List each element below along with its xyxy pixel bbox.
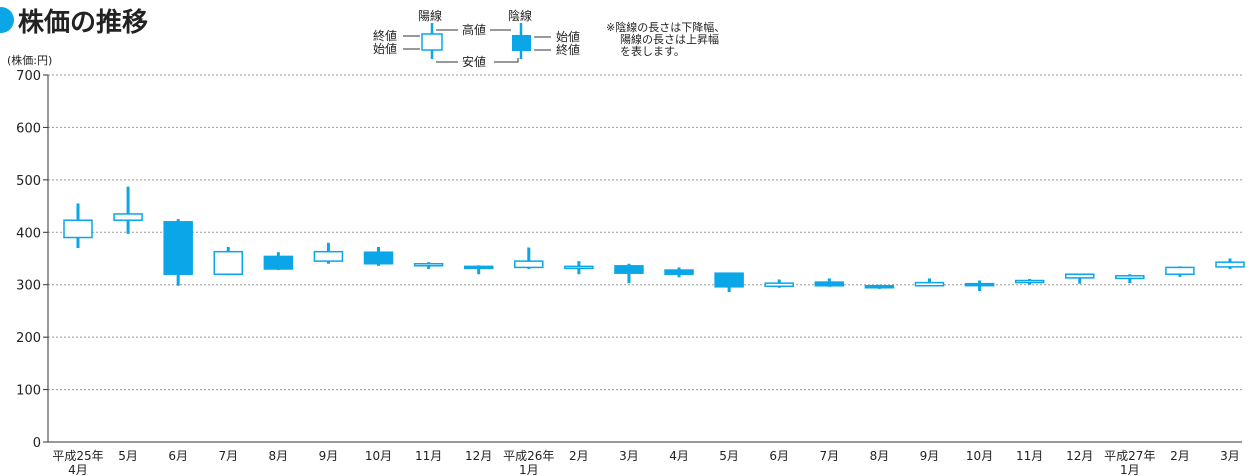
- legend-yin-close-label: 終値: [556, 42, 580, 57]
- chart-legend: 陽線 終値 始値 高値 安値 陰線 始値 終値: [373, 8, 580, 69]
- legend-note-line-2: 陽線の長さは上昇幅: [620, 33, 719, 46]
- candle-body-0: [63, 219, 93, 239]
- x-tick-label-19: 11月: [1016, 449, 1043, 463]
- x-tick-label-4: 8月: [269, 449, 289, 463]
- x-tick-label-13: 5月: [719, 449, 739, 463]
- x-tick-label-14: 6月: [769, 449, 789, 463]
- candle-body-4: [263, 255, 294, 270]
- y-tick-label-500: 500: [16, 174, 41, 189]
- y-tick-label-300: 300: [16, 279, 41, 294]
- x-tick-label-23: 3月: [1220, 449, 1240, 463]
- y-tick-label-0: 0: [33, 436, 41, 451]
- legend-note-line-3: を表します。: [620, 45, 685, 58]
- candle-body-1: [113, 213, 143, 221]
- x-tick-label-11: 3月: [619, 449, 639, 463]
- page-title: 株価の推移: [18, 8, 149, 38]
- x-tick-label-5: 9月: [319, 449, 339, 463]
- candle-body-11: [614, 265, 644, 274]
- candle-body-7: [413, 262, 444, 267]
- candle-body-8: [463, 265, 494, 270]
- x-tick-label-7: 11月: [415, 449, 442, 463]
- legend-yin-open-label: 始値: [556, 29, 580, 44]
- x-tick-label-17: 9月: [920, 449, 940, 463]
- y-axis: 0 100 200 300 400 500 600 700: [16, 69, 49, 451]
- candle-body-22: [1165, 266, 1195, 275]
- y-tick-label-200: 200: [16, 331, 41, 346]
- x-tick-label-2: 6月: [168, 449, 188, 463]
- candles: [63, 186, 1245, 293]
- candle-body-12: [664, 269, 694, 275]
- y-tick-label-600: 600: [16, 121, 41, 136]
- candle-body-14: [764, 282, 794, 288]
- legend-low-label: 安値: [462, 54, 486, 69]
- x-tick-label-18: 10月: [966, 449, 993, 463]
- candle-body-10: [564, 265, 594, 270]
- x-tick-label-6: 10月: [365, 449, 392, 463]
- y-tick-label-700: 700: [16, 69, 41, 84]
- legend-yin-label: 陰線: [508, 8, 532, 23]
- candle-body-6: [363, 251, 394, 265]
- x-tick-label-8: 12月: [465, 449, 492, 463]
- candle-body-20: [1064, 273, 1095, 279]
- legend-note: ※陰線の長さは下降幅、 陽線の長さは上昇幅 を表します。: [606, 22, 725, 58]
- x-tick-label-22: 2月: [1170, 449, 1190, 463]
- candle-body-19: [1014, 279, 1045, 284]
- title-bullet-icon: [0, 7, 14, 33]
- x-tick-label-1: 5月: [118, 449, 138, 463]
- x-tick-label-0-line2: 4月: [68, 463, 88, 476]
- legend-note-line-1: ※陰線の長さは下降幅、: [606, 21, 726, 34]
- legend-low-line-right: [494, 58, 519, 63]
- y-tick-label-100: 100: [16, 384, 41, 399]
- y-axis-unit-label: (株価:円): [7, 54, 53, 67]
- x-tick-label-9-line2: 1月: [519, 463, 539, 476]
- y-tick-label-400: 400: [16, 226, 41, 241]
- candle-body-16: [864, 285, 895, 289]
- legend-close-label: 終値: [373, 28, 397, 43]
- candle-body-5: [313, 250, 344, 262]
- x-tick-label-3: 7月: [218, 449, 238, 463]
- candle-body-15: [814, 281, 845, 287]
- legend-yang-body: [421, 33, 443, 51]
- candle-body-9: [514, 260, 544, 269]
- candle-body-18: [964, 282, 995, 287]
- candle-body-23: [1215, 261, 1245, 268]
- x-tick-label-0: 平成25年: [52, 449, 103, 463]
- x-tick-label-16: 8月: [870, 449, 890, 463]
- chart-grid: [48, 74, 1242, 391]
- legend-high-label: 高値: [462, 22, 486, 37]
- x-tick-label-20: 12月: [1066, 449, 1093, 463]
- legend-open-label: 始値: [373, 41, 397, 56]
- x-tick-label-12: 4月: [669, 449, 689, 463]
- candle-body-21: [1115, 275, 1145, 280]
- x-tick-label-21: 平成27年: [1104, 449, 1155, 463]
- candle-body-17: [914, 281, 945, 287]
- x-tick-label-9: 平成26年: [503, 449, 554, 463]
- legend-yin-body: [512, 35, 531, 51]
- legend-yang-label: 陽線: [418, 8, 442, 23]
- candle-body-3: [213, 250, 244, 275]
- candle-body-13: [714, 272, 744, 288]
- x-tick-label-10: 2月: [569, 449, 589, 463]
- x-tick-label-15: 7月: [819, 449, 839, 463]
- x-tick-label-21-line2: 1月: [1120, 463, 1140, 476]
- candle-body-2: [163, 221, 193, 275]
